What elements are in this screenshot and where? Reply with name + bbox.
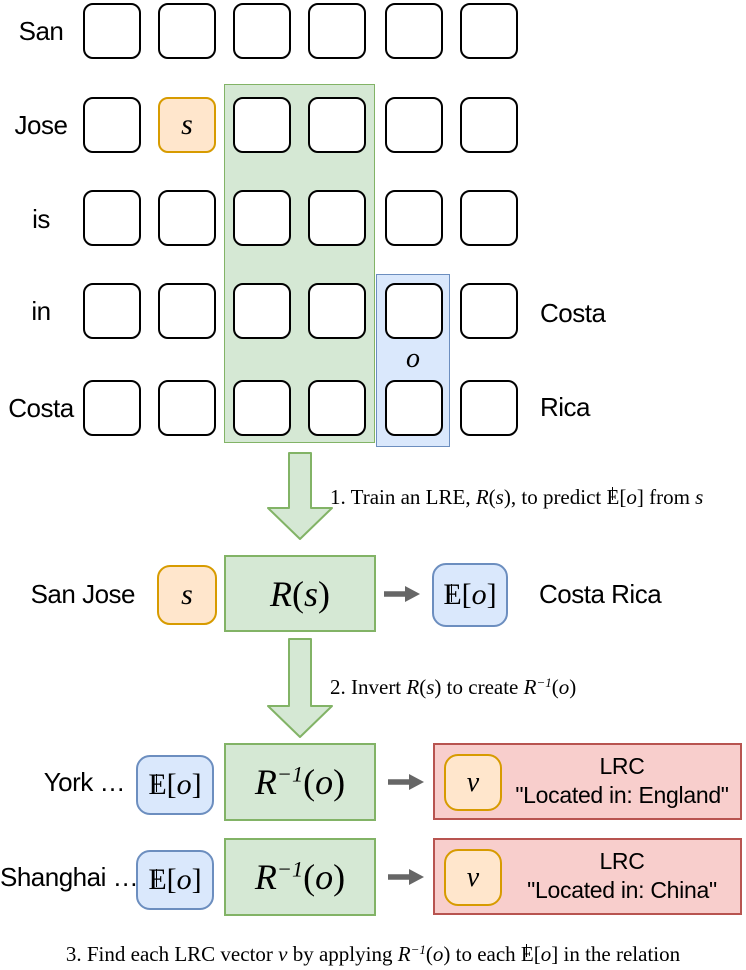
token-cell xyxy=(233,283,291,339)
grid-row-label: is xyxy=(32,204,50,234)
lrc-result-box: v LRC "Located in: England" xyxy=(433,743,742,820)
token-cell xyxy=(233,190,291,246)
grid-right-label: Rica xyxy=(540,392,591,422)
token-cell xyxy=(460,190,518,246)
right-arrow-icon xyxy=(388,869,424,885)
expected-object-label: E[o] xyxy=(148,768,202,801)
lrc-quote: "Located in: England" xyxy=(515,782,729,808)
grid-row-label: Costa xyxy=(8,393,74,423)
token-cell xyxy=(158,380,216,436)
token-cell xyxy=(385,190,443,246)
token-cell xyxy=(308,3,366,59)
token-cell xyxy=(233,380,291,436)
step2-caption: 2. Invert R(s) to create R−1(o) xyxy=(330,675,577,700)
lre-input-text: San Jose xyxy=(30,579,136,609)
lrc-quote: "Located in: China" xyxy=(527,877,717,903)
grid-right-label: Costa xyxy=(540,298,606,328)
token-cell xyxy=(83,190,141,246)
token-cell xyxy=(308,380,366,436)
token-cell xyxy=(233,97,291,153)
token-cell xyxy=(308,97,366,153)
expected-object-label: E[o] xyxy=(443,578,497,611)
token-cell xyxy=(460,380,518,436)
token-cell xyxy=(233,3,291,59)
inverse-lre-box: R−1(o) xyxy=(224,743,376,821)
token-cell xyxy=(83,97,141,153)
step3-caption: 3. Find each LRC vector v by applying R−… xyxy=(65,942,681,967)
grid-row-label: Jose xyxy=(14,110,68,140)
token-cell xyxy=(158,283,216,339)
subject-vector-label: s xyxy=(181,578,193,611)
lre-function-label: R(s) xyxy=(269,573,330,614)
token-cell xyxy=(308,190,366,246)
token-cell xyxy=(308,283,366,339)
lre-function-box: R(s) xyxy=(224,555,376,632)
token-cell xyxy=(83,3,141,59)
token-cell xyxy=(460,283,518,339)
token-cell xyxy=(385,97,443,153)
token-cell xyxy=(385,380,443,436)
lrc-title: LRC xyxy=(599,753,645,779)
token-cell xyxy=(460,3,518,59)
lrc-description: LRC "Located in: China" xyxy=(502,847,742,905)
lrc-vector-label: v xyxy=(466,766,480,798)
lrc-title: LRC xyxy=(599,848,645,874)
lrc-input-text: York … xyxy=(43,767,126,797)
down-block-arrow-icon xyxy=(267,638,333,738)
lrc-input-text: Shanghai … xyxy=(0,862,139,892)
down-block-arrow-icon xyxy=(267,452,333,540)
token-cell xyxy=(83,283,141,339)
lrc-vector-label: v xyxy=(466,861,480,893)
step1-caption: 1. Train an LRE, R(s), to predict E[o] f… xyxy=(330,485,704,509)
token-cell xyxy=(158,190,216,246)
token-cell xyxy=(385,283,443,339)
subject-cell-label: s xyxy=(181,108,193,141)
lrc-vector-box: v xyxy=(444,754,502,811)
expected-object-label: E[o] xyxy=(148,863,202,896)
inverse-lre-label: R−1(o) xyxy=(254,761,346,802)
lrc-result-box: v LRC "Located in: China" xyxy=(433,838,742,915)
object-cell-label: o xyxy=(406,343,420,374)
token-cell xyxy=(385,3,443,59)
lre-output-text: Costa Rica xyxy=(539,579,662,609)
grid-row-label: in xyxy=(31,296,51,326)
inverse-lre-label: R−1(o) xyxy=(254,856,346,897)
token-cell xyxy=(460,97,518,153)
right-arrow-icon xyxy=(384,586,420,602)
right-arrow-icon xyxy=(388,774,424,790)
subject-cell: s xyxy=(158,97,216,153)
inverse-lre-box: R−1(o) xyxy=(224,838,376,916)
token-cell xyxy=(158,3,216,59)
grid-row-label: San xyxy=(18,16,64,46)
token-cell xyxy=(83,380,141,436)
expected-object-box: E[o] xyxy=(136,755,214,815)
lrc-description: LRC "Located in: England" xyxy=(502,752,742,810)
subject-vector-box: s xyxy=(157,565,217,625)
lrc-vector-box: v xyxy=(444,849,502,906)
expected-object-box: E[o] xyxy=(432,563,508,627)
expected-object-box: E[o] xyxy=(136,850,214,910)
